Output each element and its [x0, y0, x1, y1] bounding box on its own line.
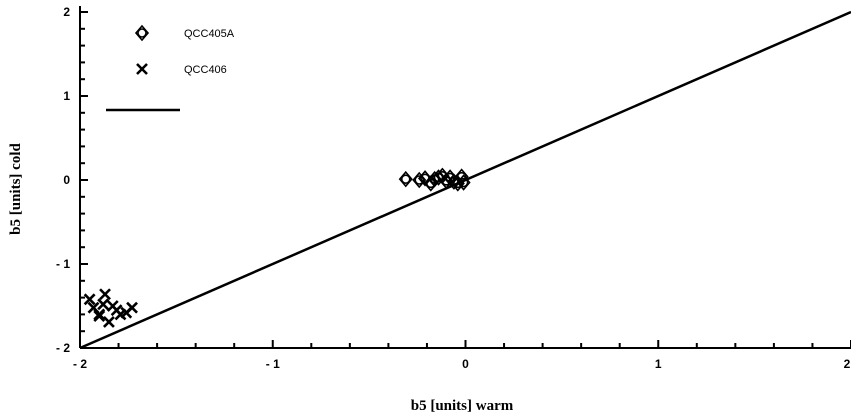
y-axis-title: b5 [units] cold: [8, 143, 24, 235]
qcc406-point: [93, 310, 106, 322]
qcc405a-point: [454, 168, 469, 185]
y-tick-label: - 1: [56, 257, 70, 271]
x-tick-label: - 1: [266, 357, 280, 371]
qcc406-point: [97, 298, 110, 311]
qcc406-point: [102, 316, 115, 328]
x-tick-label: 2: [844, 357, 851, 371]
qcc405a-point: [456, 174, 471, 191]
ticks: - 2 - 1 0 1 2 2 1 0 - 1 - 2: [56, 5, 851, 371]
qcc405a-point: [398, 170, 413, 188]
legend-label-qcc406: QCC406: [184, 64, 227, 76]
qcc406-point: [99, 288, 111, 301]
x-tick-label: 1: [655, 357, 662, 371]
legend-label-qcc405a: QCC405A: [184, 28, 235, 40]
qcc406-point: [83, 293, 96, 306]
x-tick-label: 0: [462, 357, 469, 371]
qcc406-point: [126, 301, 138, 314]
y-tick-label: 1: [63, 89, 70, 103]
legend-marker-qcc405a: [134, 24, 150, 42]
qcc405a-point: [412, 171, 427, 189]
x-tick-label: - 2: [73, 357, 87, 371]
series-layer: [79, 10, 851, 350]
y-tick-label: - 2: [56, 341, 70, 355]
legend: QCC405A QCC406: [106, 24, 235, 112]
y-tick-label: 2: [63, 5, 70, 19]
legend-marker-qcc406: [136, 63, 148, 75]
y-tick-label: 0: [63, 173, 70, 187]
x-axis-title: b5 [units] warm: [411, 398, 514, 414]
